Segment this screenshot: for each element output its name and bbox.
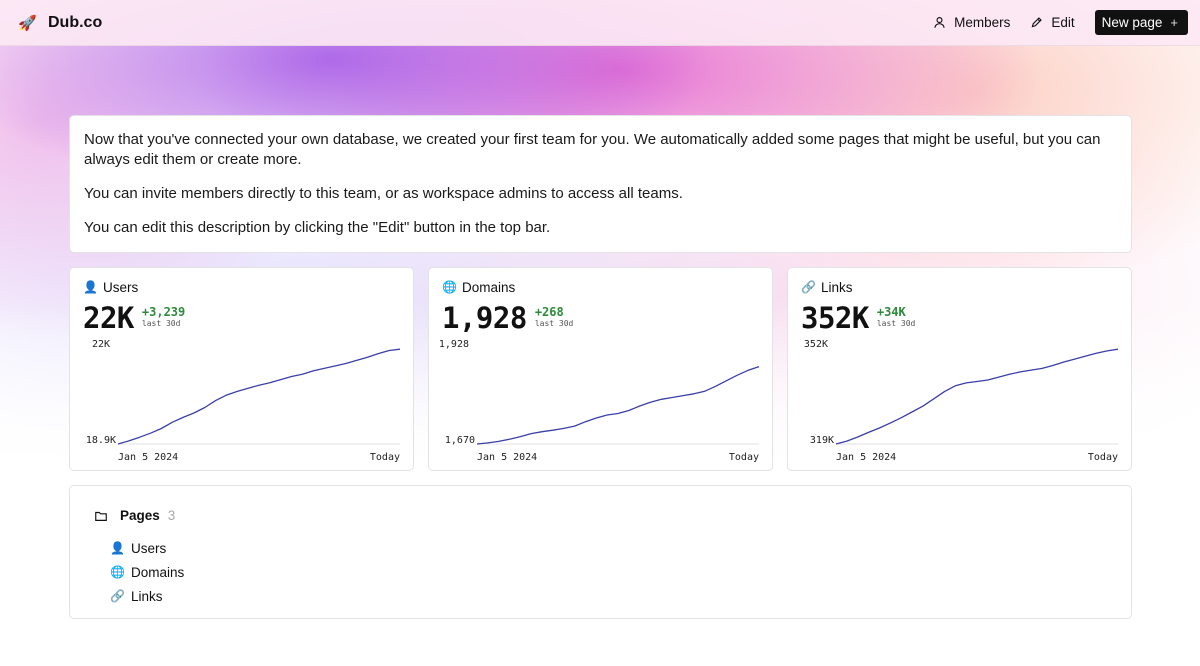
top-bar-actions: Members Edit New page + — [933, 10, 1188, 35]
y-tick-label-min: 319K — [810, 435, 834, 446]
edit-label: Edit — [1051, 15, 1075, 30]
user-icon: 👤 — [83, 280, 98, 294]
series-line — [835, 348, 1119, 445]
page-item-label: Domains — [131, 564, 185, 580]
x-tick-label-end: Today — [729, 452, 759, 463]
workspace-title: Dub.co — [48, 13, 103, 31]
pages-label: Pages — [120, 508, 160, 523]
page-item-domains[interactable]: 🌐 Domains — [110, 560, 1107, 584]
y-tick-label-max: 352K — [804, 339, 828, 350]
rocket-icon: 🚀 — [18, 14, 37, 32]
metric-card-links[interactable]: 🔗 Links 352K +34K last 30d 352K 319K Jan 5… — [787, 267, 1132, 471]
y-tick-label-max: 22K — [92, 339, 110, 350]
x-tick-label-start: Jan 5 2024 — [477, 452, 537, 463]
x-tick-label-end: Today — [1088, 452, 1118, 463]
metric-delta-caption: last 30d — [534, 319, 574, 328]
brand[interactable]: 🚀 Dub.co — [18, 14, 102, 32]
description-paragraph: You can invite members directly to this … — [84, 185, 683, 202]
y-tick-label-max: 1,928 — [439, 339, 469, 350]
new-page-button[interactable]: New page + — [1094, 10, 1188, 35]
page-item-label: Users — [131, 540, 167, 556]
pages-header: Pages 3 — [94, 508, 1107, 523]
folder-icon — [95, 511, 107, 521]
page-item-links[interactable]: 🔗 Links — [110, 584, 1107, 608]
x-tick-label-end: Today — [370, 452, 400, 463]
x-tick-label-start: Jan 5 2024 — [836, 452, 896, 463]
y-tick-label-min: 18.9K — [86, 435, 116, 446]
metric-card-domains[interactable]: 🌐 Domains 1,928 +268 last 30d 1,928 1,670… — [428, 267, 773, 471]
metric-label: Domains — [462, 279, 516, 295]
pages-count: 3 — [167, 508, 176, 523]
metric-label: Links — [821, 279, 853, 295]
metric-delta-caption: last 30d — [876, 319, 916, 328]
user-icon: 👤 — [110, 541, 125, 555]
globe-icon: 🌐 — [110, 565, 125, 579]
members-button[interactable]: Members — [933, 15, 1010, 30]
description-paragraph: Now that you've connected your own datab… — [84, 131, 1101, 168]
page-item-label: Links — [131, 588, 163, 604]
plus-icon: + — [1170, 15, 1178, 30]
description-paragraph: You can edit this description by clickin… — [84, 219, 551, 236]
series-line — [117, 348, 401, 445]
edit-button[interactable]: Edit — [1030, 15, 1075, 30]
pages-list: 👤 Users 🌐 Domains 🔗 Links — [94, 536, 1107, 608]
x-tick-label-start: Jan 5 2024 — [118, 452, 178, 463]
series-line — [476, 365, 760, 445]
globe-icon: 🌐 — [442, 280, 457, 294]
pencil-icon — [1031, 17, 1043, 28]
members-label: Members — [954, 15, 1011, 30]
metric-delta: +34K — [876, 305, 906, 319]
metric-label: Users — [103, 279, 139, 295]
pages-section: Pages 3 👤 Users 🌐 Domains 🔗 Links — [69, 485, 1132, 619]
metric-delta: +268 — [534, 305, 564, 319]
top-bar: 🚀 Dub.co Members Edit New page + — [0, 0, 1200, 46]
team-description: Now that you've connected your own datab… — [69, 115, 1132, 253]
page-item-users[interactable]: 👤 Users — [110, 536, 1107, 560]
link-icon: 🔗 — [110, 589, 125, 603]
user-icon — [934, 17, 945, 28]
metric-delta: +3,239 — [141, 305, 186, 319]
y-tick-label-min: 1,670 — [445, 435, 475, 446]
new-page-label: New page — [1101, 15, 1163, 30]
link-icon: 🔗 — [801, 280, 816, 294]
metric-card-users[interactable]: 👤 Users 22K +3,239 last 30d 22K 18.9K Jan … — [69, 267, 414, 471]
metric-delta-caption: last 30d — [141, 319, 181, 328]
